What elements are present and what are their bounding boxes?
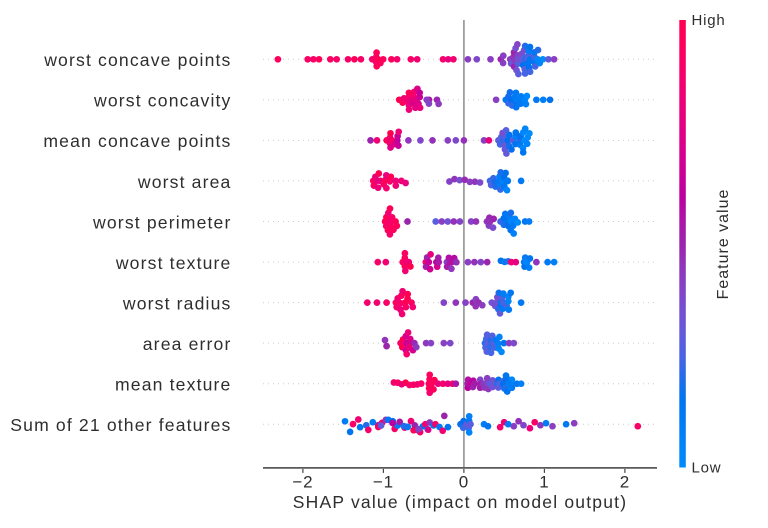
svg-text:Feature value: Feature value xyxy=(715,189,732,300)
svg-text:−1: −1 xyxy=(373,473,394,492)
svg-text:mean concave points: mean concave points xyxy=(43,131,231,151)
svg-text:Sum of 21 other features: Sum of 21 other features xyxy=(10,415,231,435)
svg-text:worst radius: worst radius xyxy=(122,293,232,313)
svg-text:1: 1 xyxy=(539,473,549,492)
svg-text:SHAP value (impact on model ou: SHAP value (impact on model output) xyxy=(293,492,627,512)
svg-text:0: 0 xyxy=(459,473,469,492)
svg-text:worst concave points: worst concave points xyxy=(43,50,231,70)
svg-text:worst area: worst area xyxy=(137,172,232,192)
svg-text:Low: Low xyxy=(692,460,722,477)
svg-text:High: High xyxy=(692,12,726,29)
svg-text:2: 2 xyxy=(620,473,630,492)
svg-text:−2: −2 xyxy=(292,473,313,492)
svg-text:worst texture: worst texture xyxy=(115,253,232,273)
svg-text:worst perimeter: worst perimeter xyxy=(92,212,231,232)
svg-text:area error: area error xyxy=(143,334,232,354)
svg-text:mean texture: mean texture xyxy=(115,375,232,395)
svg-text:worst concavity: worst concavity xyxy=(93,91,232,111)
